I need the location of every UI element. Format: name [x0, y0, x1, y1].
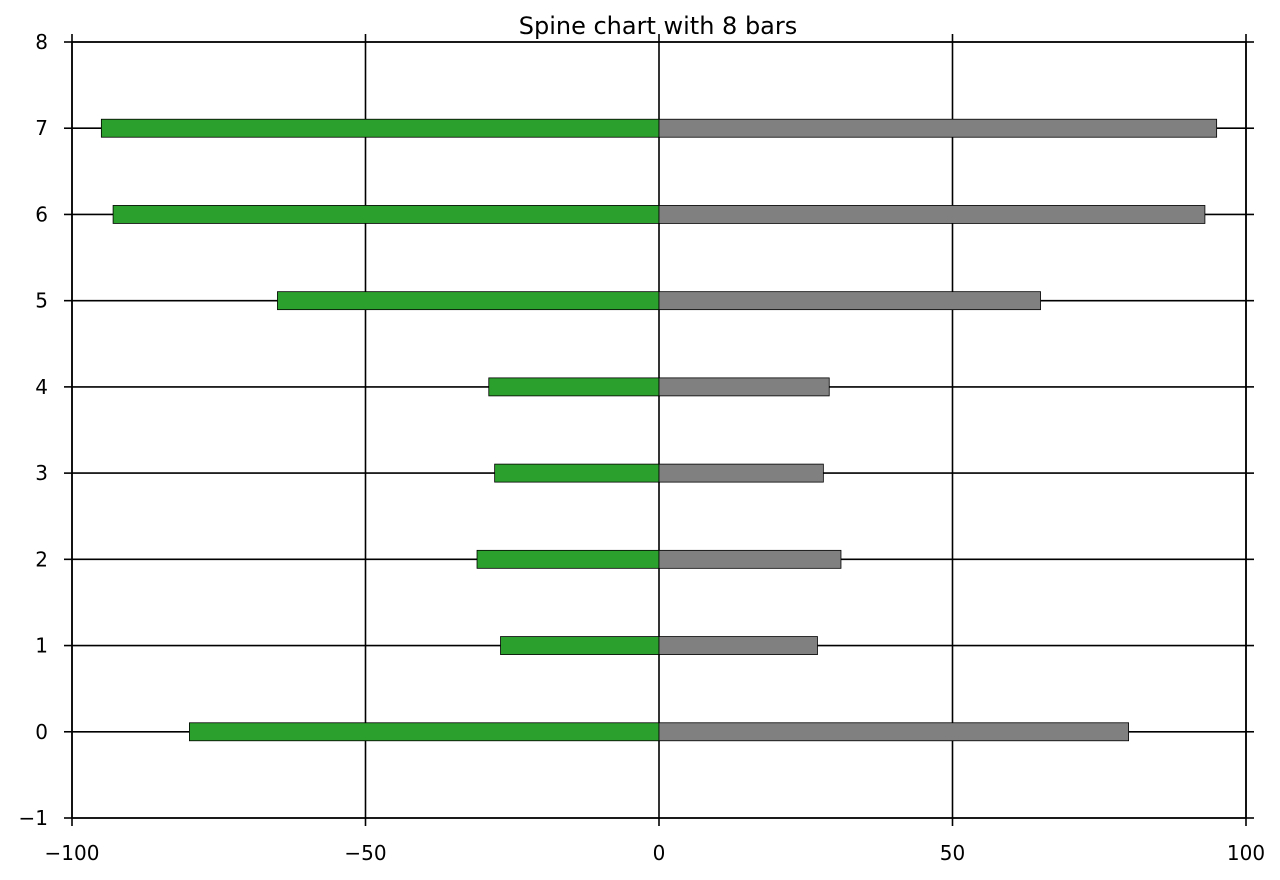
bar-left-4: [488, 377, 660, 397]
y-tick-label: 6: [35, 202, 48, 226]
chart-title: Spine chart with 8 bars: [519, 12, 798, 40]
y-tick-label: −1: [19, 806, 48, 830]
bar-right-3: [658, 463, 824, 483]
y-tick-label: 0: [35, 720, 48, 744]
bar-left-2: [476, 549, 660, 569]
bar-right-5: [658, 291, 1041, 311]
y-tick-label: 4: [35, 375, 48, 399]
bar-left-0: [188, 722, 660, 742]
y-tick-label: 1: [35, 634, 48, 658]
axis-ticks: [64, 34, 1254, 826]
bar-left-5: [277, 291, 660, 311]
x-tick-label: 100: [1227, 841, 1265, 865]
y-tick-label: 2: [35, 547, 48, 571]
x-tick-label: −100: [45, 841, 100, 865]
bar-right-1: [658, 636, 818, 655]
tick-labels: −100 −50 0 50 100 −1 0 1 2 3 4 5 6 7 8: [19, 30, 1266, 865]
y-tick-label: 8: [35, 30, 48, 54]
bar-left-7: [100, 118, 660, 138]
x-tick-label: 50: [940, 841, 965, 865]
x-tick-label: 0: [653, 841, 666, 865]
bar-right-4: [658, 377, 830, 397]
y-tick-label: 5: [35, 289, 48, 313]
x-tick-label: −50: [344, 841, 386, 865]
bar-left-1: [500, 636, 660, 655]
bar-left-6: [112, 205, 660, 224]
bar-left-3: [494, 463, 660, 483]
y-tick-label: 7: [35, 116, 48, 140]
y-tick-label: 3: [35, 461, 48, 485]
bar-right-2: [658, 549, 842, 569]
bar-right-7: [658, 118, 1218, 138]
bar-right-0: [658, 722, 1130, 742]
bars: [100, 118, 1218, 742]
bar-right-6: [658, 205, 1206, 224]
